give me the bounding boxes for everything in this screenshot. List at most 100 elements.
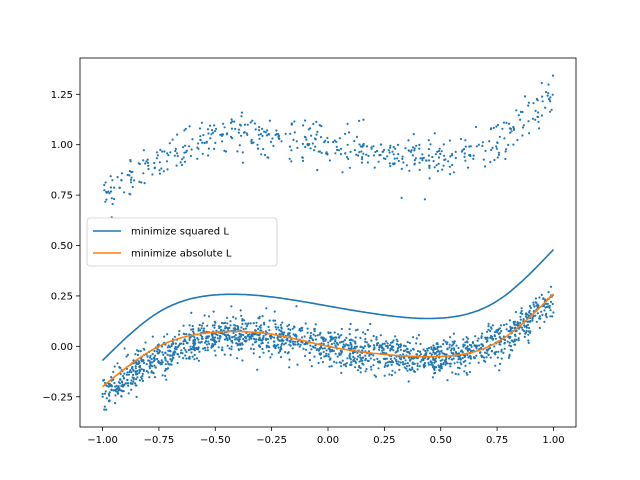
scatter-point bbox=[354, 360, 357, 363]
scatter-point bbox=[430, 347, 433, 351]
scatter-point bbox=[177, 344, 180, 347]
scatter-point bbox=[142, 369, 145, 373]
scatter-point bbox=[232, 327, 235, 330]
scatter-point bbox=[521, 134, 524, 137]
scatter-point bbox=[146, 158, 149, 161]
scatter-point bbox=[239, 343, 242, 347]
scatter-point bbox=[201, 335, 204, 338]
scatter-point bbox=[261, 341, 264, 345]
scatter-point bbox=[258, 126, 261, 129]
scatter-point bbox=[254, 329, 257, 332]
scatter-point bbox=[183, 151, 186, 154]
scatter-point bbox=[213, 341, 216, 344]
scatter-point bbox=[333, 139, 336, 142]
scatter-point bbox=[441, 358, 444, 361]
scatter-point bbox=[413, 362, 416, 365]
scatter-point bbox=[214, 336, 217, 339]
scatter-point bbox=[103, 189, 106, 192]
scatter-point bbox=[447, 357, 451, 360]
scatter-point bbox=[428, 177, 431, 180]
scatter-point bbox=[496, 141, 499, 144]
scatter-point bbox=[500, 348, 503, 351]
scatter-point bbox=[436, 150, 439, 153]
scatter-point bbox=[205, 343, 208, 346]
scatter-point bbox=[460, 150, 463, 153]
scatter-point bbox=[367, 154, 370, 157]
scatter-point bbox=[113, 197, 116, 201]
scatter-point bbox=[472, 356, 476, 359]
scatter-point bbox=[208, 335, 211, 338]
scatter-point bbox=[332, 349, 335, 352]
scatter-point bbox=[146, 161, 149, 164]
scatter-point bbox=[541, 100, 544, 103]
scatter-point bbox=[291, 340, 295, 343]
scatter-point bbox=[193, 338, 196, 341]
scatter-point bbox=[372, 334, 375, 338]
scatter-point bbox=[258, 333, 261, 336]
scatter-point bbox=[433, 372, 436, 375]
scatter-point bbox=[336, 342, 339, 346]
scatter-point bbox=[271, 137, 274, 140]
scatter-point bbox=[394, 351, 397, 354]
scatter-point bbox=[534, 118, 537, 121]
scatter-point bbox=[350, 363, 353, 366]
scatter-point bbox=[389, 357, 392, 360]
scatter-point bbox=[138, 371, 141, 374]
scatter-point bbox=[475, 347, 478, 350]
scatter-point bbox=[275, 345, 278, 348]
scatter-point bbox=[257, 147, 260, 150]
scatter-point bbox=[334, 152, 337, 155]
scatter-point bbox=[237, 348, 240, 351]
x-tick-label: −0.75 bbox=[144, 435, 175, 446]
scatter-point bbox=[452, 352, 455, 355]
scatter-point bbox=[265, 346, 268, 349]
scatter-point bbox=[449, 155, 452, 158]
scatter-point bbox=[102, 378, 106, 382]
scatter-point bbox=[113, 365, 116, 368]
scatter-point bbox=[207, 154, 210, 157]
scatter-point bbox=[516, 138, 519, 142]
scatter-point bbox=[316, 168, 319, 172]
scatter-point bbox=[252, 352, 255, 355]
scatter-point bbox=[104, 181, 107, 184]
scatter-point bbox=[358, 366, 361, 369]
scatter-point bbox=[548, 304, 551, 308]
scatter-point bbox=[348, 355, 351, 358]
scatter-point bbox=[258, 355, 261, 359]
scatter-point bbox=[119, 378, 122, 381]
scatter-point bbox=[509, 345, 513, 348]
scatter-point bbox=[136, 376, 139, 379]
scatter-point bbox=[304, 145, 307, 149]
scatter-point bbox=[364, 357, 367, 360]
scatter-point bbox=[272, 344, 275, 347]
scatter-point bbox=[405, 365, 409, 368]
scatter-point bbox=[407, 380, 410, 383]
scatter-point bbox=[140, 181, 143, 184]
scatter-point bbox=[232, 315, 235, 319]
scatter-point bbox=[370, 146, 373, 149]
scatter-point bbox=[489, 330, 492, 333]
scatter-point bbox=[527, 330, 530, 333]
scatter-point bbox=[202, 134, 205, 137]
scatter-point bbox=[258, 137, 261, 140]
scatter-point bbox=[325, 349, 328, 352]
scatter-point bbox=[494, 337, 497, 340]
scatter-point bbox=[342, 343, 345, 346]
scatter-point bbox=[152, 371, 155, 374]
scatter-point bbox=[506, 340, 509, 343]
scatter-point bbox=[213, 326, 216, 329]
scatter-point bbox=[249, 335, 252, 338]
scatter-point bbox=[427, 346, 431, 350]
scatter-point bbox=[406, 341, 409, 344]
scatter-point bbox=[428, 164, 431, 167]
scatter-point bbox=[388, 151, 391, 154]
scatter-point bbox=[163, 150, 166, 153]
scatter-point bbox=[472, 154, 475, 157]
scatter-point bbox=[248, 333, 251, 336]
scatter-point bbox=[384, 362, 387, 365]
scatter-point bbox=[193, 353, 196, 357]
scatter-point bbox=[425, 159, 428, 162]
scatter-point bbox=[228, 347, 231, 350]
scatter-point bbox=[390, 341, 394, 344]
scatter-point bbox=[463, 370, 466, 373]
